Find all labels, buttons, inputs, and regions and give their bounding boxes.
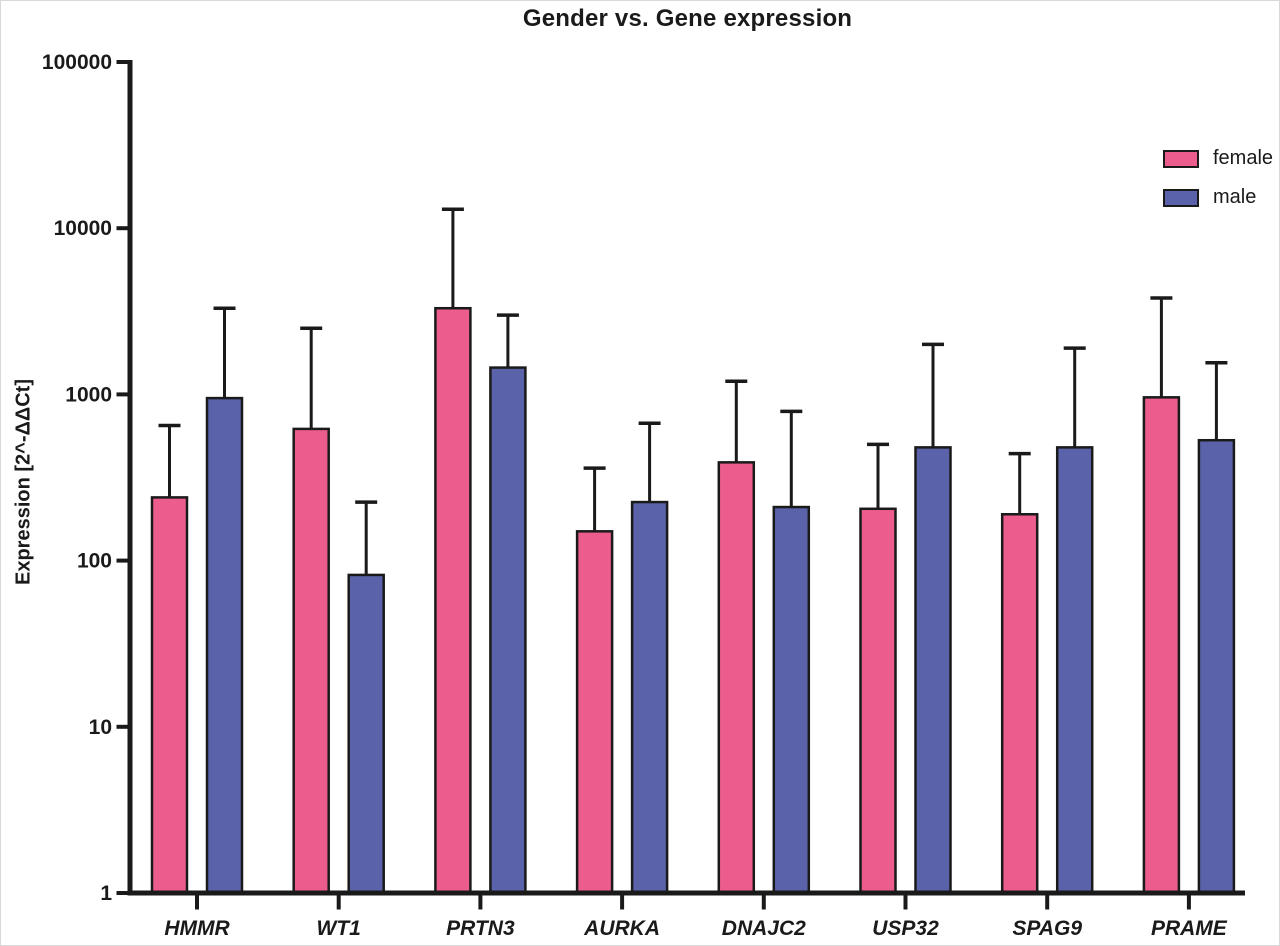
category-label-AURKA: AURKA [583,917,660,940]
category-label-HMMR: HMMR [164,917,230,940]
y-tick-label-100: 100 [77,550,112,573]
category-label-WT1: WT1 [317,917,361,940]
legend-swatch-female [1163,149,1199,168]
bar-female-SPAG9 [1000,513,1039,895]
legend-item-male: male [1163,186,1273,209]
legend: female male [1163,147,1273,209]
bar-female-PRTN3 [434,306,472,895]
y-tick-label-1: 1 [100,882,112,905]
bar-male-HMMR [205,396,244,895]
bar-female-AURKA [575,530,614,895]
category-label-PRAME: PRAME [1151,917,1228,940]
legend-label-female: female [1213,147,1274,169]
bar-male-PRTN3 [489,366,527,895]
legend-label-male: male [1213,186,1257,208]
bar-female-PRAME [1142,396,1181,895]
bar-male-AURKA [630,500,669,895]
y-tick-label-10000: 10000 [54,217,112,240]
category-label-PRTN3: PRTN3 [446,917,515,940]
category-label-DNAJC2: DNAJC2 [722,917,806,940]
bar-female-HMMR [150,496,189,895]
chart-title: Gender vs. Gene expression [522,5,853,32]
category-label-USP32: USP32 [872,917,939,940]
bar-male-WT1 [347,573,385,895]
legend-item-female: female [1163,147,1273,170]
y-tick-label-100000: 100000 [42,51,112,74]
bar-male-USP32 [914,446,952,895]
bar-female-USP32 [859,507,897,895]
bar-male-PRAME [1197,438,1236,895]
bar-female-WT1 [292,427,330,895]
bar-female-DNAJC2 [717,461,756,895]
y-tick-label-10: 10 [89,716,112,739]
category-label-SPAG9: SPAG9 [1012,917,1082,940]
legend-swatch-male [1163,188,1199,207]
y-tick-label-1000: 1000 [65,383,112,406]
bar-male-SPAG9 [1055,446,1094,895]
bar-male-DNAJC2 [772,505,811,895]
